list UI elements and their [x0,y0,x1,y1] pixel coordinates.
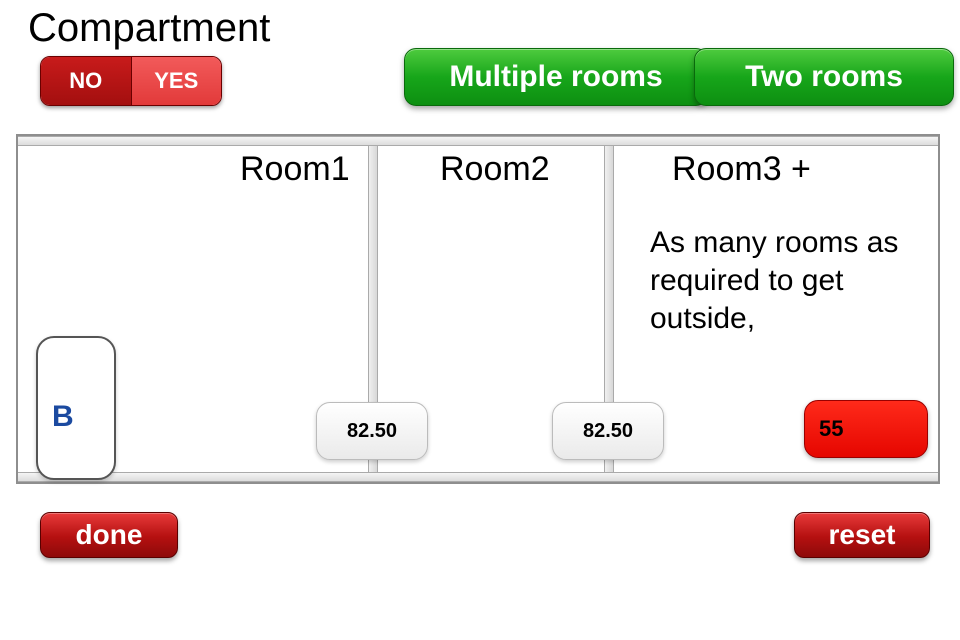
room2-label: Room2 [440,150,550,189]
origin-marker[interactable]: B [36,336,116,480]
origin-marker-letter: B [52,400,74,434]
compartment-toggle[interactable]: NO YES [40,56,222,106]
room3-description: As many rooms as required to get outside… [650,224,910,338]
frame-top-bar [18,136,938,146]
frame-bottom-bar [18,472,938,482]
room3-label: Room3 + [672,150,811,189]
distance-chip-1[interactable]: 82.50 [316,402,428,460]
toggle-yes[interactable]: YES [132,57,222,105]
app-root: Compartment NO YES Multiple rooms Two ro… [0,0,960,640]
distance-chip-2[interactable]: 82.50 [552,402,664,460]
room1-label: Room1 [240,150,350,189]
done-button[interactable]: done [40,512,178,558]
page-title: Compartment [28,6,270,51]
toggle-no[interactable]: NO [41,57,132,105]
reset-button[interactable]: reset [794,512,930,558]
multiple-rooms-button[interactable]: Multiple rooms [404,48,708,106]
distance-chip-3[interactable]: 55 [804,400,928,458]
two-rooms-button[interactable]: Two rooms [694,48,954,106]
